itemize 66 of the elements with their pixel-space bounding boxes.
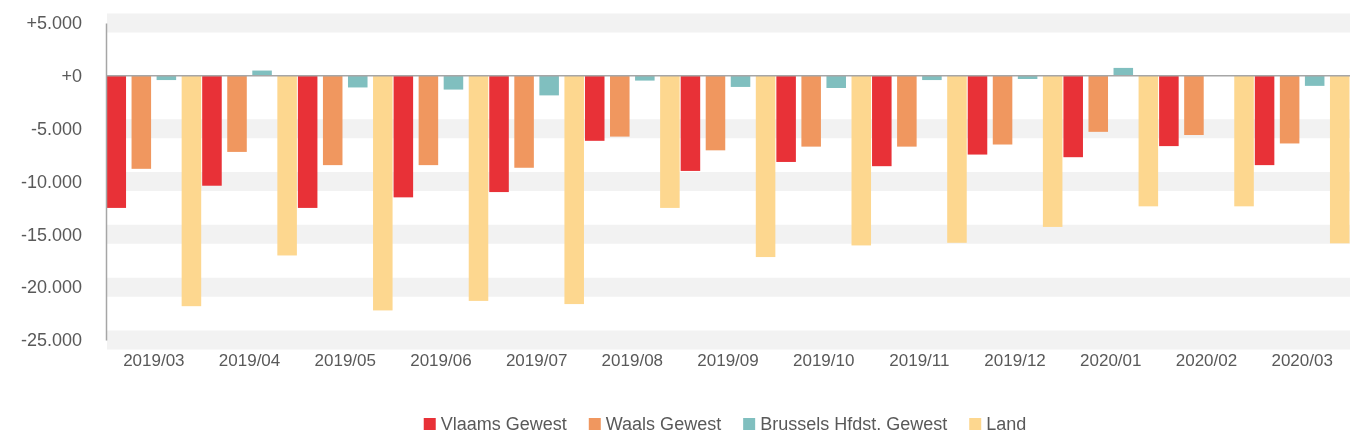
bar	[610, 75, 630, 137]
bar	[776, 75, 796, 162]
bar	[1088, 75, 1109, 132]
bar	[106, 75, 127, 208]
bar	[489, 75, 509, 193]
y-tick-label: +0	[61, 66, 82, 87]
bar	[801, 75, 821, 147]
bar	[1234, 75, 1254, 207]
bar	[202, 75, 222, 186]
bar	[755, 75, 776, 258]
bar	[1254, 75, 1275, 166]
bar	[1159, 75, 1179, 147]
bar	[227, 75, 247, 152]
bar	[373, 75, 393, 311]
bar	[443, 75, 464, 90]
bar	[181, 75, 202, 307]
bar	[418, 75, 439, 166]
x-tick-label: 2019/11	[889, 351, 950, 371]
x-tick-label: 2020/02	[1175, 351, 1238, 371]
bar	[1329, 75, 1350, 244]
x-tick-label: 2019/12	[984, 351, 1046, 371]
x-tick-label: 2020/01	[1080, 351, 1142, 371]
bar	[131, 75, 152, 169]
bar	[277, 75, 297, 256]
bar	[660, 75, 680, 208]
x-tick-label: 2019/05	[314, 351, 376, 371]
x-tick-label: 2019/07	[505, 351, 568, 371]
bar	[322, 75, 343, 166]
bar	[1063, 75, 1083, 158]
bar	[1042, 75, 1063, 227]
legend-label: Brussels Hfdst. Gewest	[760, 414, 948, 433]
bar	[539, 75, 559, 96]
bar	[705, 75, 726, 151]
bar	[992, 75, 1013, 145]
x-tick-label: 2019/06	[410, 351, 472, 371]
bar	[1138, 75, 1159, 207]
bar	[564, 75, 584, 305]
bar	[514, 75, 534, 168]
bar	[967, 75, 988, 155]
bar	[897, 75, 917, 147]
legend-label: Land	[986, 414, 1027, 433]
bar	[584, 75, 605, 141]
x-tick-label: 2019/09	[697, 351, 759, 371]
bar	[680, 75, 701, 171]
bar	[872, 75, 892, 167]
x-tick-label: 2019/03	[123, 351, 185, 371]
bar	[826, 75, 846, 88]
bar	[851, 75, 872, 246]
legend-label: Waals Gewest	[605, 414, 722, 433]
bar	[1184, 75, 1204, 136]
x-tick-label: 2019/10	[792, 351, 855, 371]
y-tick-label: -25.000	[20, 330, 82, 351]
y-tick-label: -20.000	[20, 277, 82, 298]
y-tick-label: -10.000	[20, 171, 82, 192]
bar	[1279, 75, 1300, 144]
bar	[947, 75, 967, 243]
bar	[393, 75, 414, 198]
y-tick-label: +5.000	[26, 13, 82, 34]
y-tick-label: -5.000	[30, 118, 82, 139]
bar	[468, 75, 489, 301]
x-tick-label: 2019/08	[601, 351, 664, 371]
bar	[297, 75, 318, 208]
x-tick-label: 2020/03	[1271, 351, 1333, 371]
y-tick-label: -15.000	[20, 224, 82, 245]
x-tick-label: 2019/04	[218, 351, 281, 371]
legend-label: Vlaams Gewest	[440, 414, 567, 433]
